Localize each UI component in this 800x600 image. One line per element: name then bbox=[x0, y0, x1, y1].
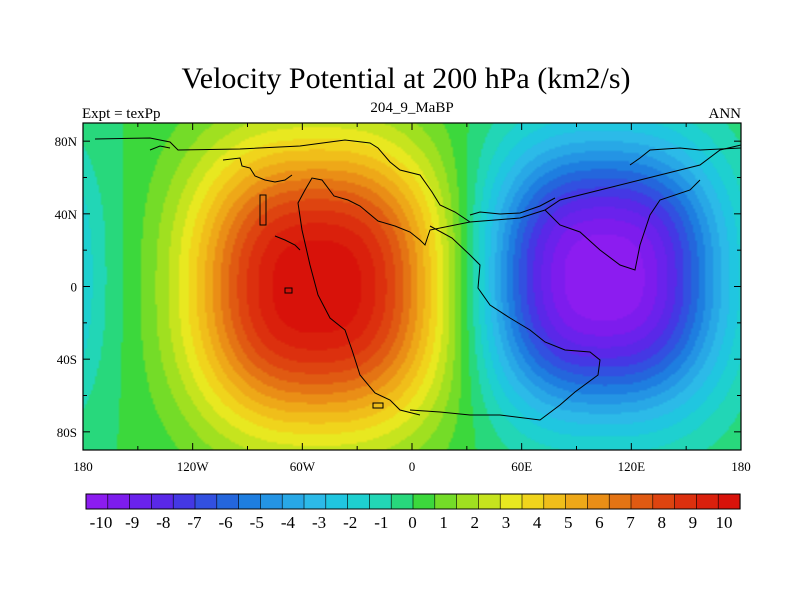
coastlines bbox=[94, 137, 742, 421]
x-tick-label: 60W bbox=[290, 459, 316, 474]
colorbar-swatch bbox=[390, 493, 414, 510]
colorbar-swatch bbox=[412, 493, 436, 510]
velocity-potential-field bbox=[83, 123, 741, 450]
y-tick-label: 40S bbox=[57, 352, 77, 367]
colorbar-label: -6 bbox=[219, 513, 233, 532]
coastline-segment bbox=[409, 225, 601, 421]
colorbar-swatch bbox=[478, 493, 501, 510]
colorbar-label: -8 bbox=[156, 513, 170, 532]
colorbar-label: 0 bbox=[408, 513, 417, 532]
colorbar-swatch bbox=[129, 493, 153, 510]
colorbar-swatch bbox=[238, 493, 262, 510]
coastline-segment bbox=[284, 287, 293, 294]
coastline-segment bbox=[372, 402, 384, 409]
colorbar-label: 9 bbox=[689, 513, 698, 532]
colorbar-label: -10 bbox=[90, 513, 113, 532]
colorbar-swatch bbox=[434, 493, 458, 510]
colorbar-swatch bbox=[608, 493, 632, 510]
colorbar-label: -4 bbox=[281, 513, 296, 532]
colorbar-label: -3 bbox=[312, 513, 326, 532]
colorbar-swatch bbox=[216, 493, 240, 510]
coastline-segment bbox=[222, 157, 293, 183]
colorbar-swatch bbox=[369, 493, 392, 510]
coastline-segment bbox=[629, 147, 742, 166]
x-tick-label: 180 bbox=[73, 459, 93, 474]
y-tick-label: 0 bbox=[71, 280, 78, 295]
coastline-segment bbox=[259, 194, 267, 226]
x-axis: 180 120W 60W 0 60E 120E 180 bbox=[73, 123, 751, 474]
colorbar-label: 2 bbox=[471, 513, 480, 532]
y-tick-label: 80N bbox=[55, 134, 78, 149]
colorbar-swatch bbox=[630, 493, 654, 510]
colorbar-swatch bbox=[325, 493, 349, 510]
colorbar-swatch bbox=[172, 493, 196, 510]
right-subtitle: ANN bbox=[709, 106, 742, 122]
coastline-segment bbox=[469, 144, 742, 223]
coastline-segment bbox=[149, 145, 171, 151]
colorbar-label: -5 bbox=[250, 513, 264, 532]
colorbar-label: 10 bbox=[716, 513, 733, 532]
colorbar-label: -1 bbox=[374, 513, 388, 532]
colorbar-swatch bbox=[85, 493, 109, 510]
colorbar-label: 3 bbox=[502, 513, 511, 532]
x-tick-label: 120E bbox=[618, 459, 646, 474]
y-tick-label: 40N bbox=[55, 207, 78, 222]
colorbar-label: -9 bbox=[125, 513, 139, 532]
colorbar-label: 5 bbox=[564, 513, 573, 532]
y-axis: 80N 40N 0 40S 80S bbox=[55, 134, 741, 440]
colorbar-swatch bbox=[499, 493, 523, 510]
colorbar-label: 7 bbox=[626, 513, 635, 532]
colorbar-swatch bbox=[674, 493, 697, 510]
x-tick-label: 120W bbox=[177, 459, 210, 474]
colorbar-swatch bbox=[194, 493, 218, 510]
colorbar-swatch bbox=[521, 493, 545, 510]
colorbar-label: -2 bbox=[343, 513, 357, 532]
colorbar-swatch bbox=[303, 493, 327, 510]
coastline-segment bbox=[469, 197, 556, 216]
colorbar-swatch bbox=[281, 493, 305, 510]
colorbar-label: 4 bbox=[533, 513, 542, 532]
y-tick-label: 80S bbox=[57, 425, 77, 440]
colorbar-swatch bbox=[652, 493, 676, 510]
colorbar-swatch bbox=[260, 493, 283, 510]
left-subtitle: Expt = texPp bbox=[82, 106, 160, 122]
colorbar-frame bbox=[85, 493, 741, 510]
colorbar-label: 6 bbox=[595, 513, 604, 532]
coastline-segment bbox=[274, 235, 301, 251]
colorbar-swatch bbox=[587, 493, 610, 510]
x-tick-label: 0 bbox=[409, 459, 416, 474]
colorbar-swatch bbox=[717, 493, 741, 510]
colorbar-label: -7 bbox=[187, 513, 202, 532]
coastline-segment bbox=[544, 179, 701, 271]
x-tick-label: 60E bbox=[511, 459, 532, 474]
colorbar-swatch bbox=[347, 493, 371, 510]
colorbar-swatch bbox=[107, 493, 131, 510]
center-subtitle: 204_9_MaBP bbox=[370, 100, 453, 116]
colorbar-swatch bbox=[696, 493, 719, 510]
colorbar: -10 -9 -8 -7 -6 -5 -4 -3 -2 -1 0 1 2 3 4 5 6 7 8 9 10 bbox=[85, 493, 741, 532]
colorbar-label: 1 bbox=[439, 513, 448, 532]
colorbar-label: 8 bbox=[657, 513, 666, 532]
chart-title: Velocity Potential at 200 hPa (km2/s) bbox=[181, 62, 630, 95]
map-panel: 180 120W 60W 0 60E 120E 180 80N 40N 0 40S 80S bbox=[55, 122, 751, 474]
x-tick-label: 180 bbox=[731, 459, 751, 474]
colorbar-swatch bbox=[151, 493, 174, 510]
coastline-segment bbox=[94, 137, 472, 416]
colorbar-swatch bbox=[456, 493, 480, 510]
colorbar-swatch bbox=[565, 493, 588, 510]
colorbar-swatch bbox=[543, 493, 567, 510]
